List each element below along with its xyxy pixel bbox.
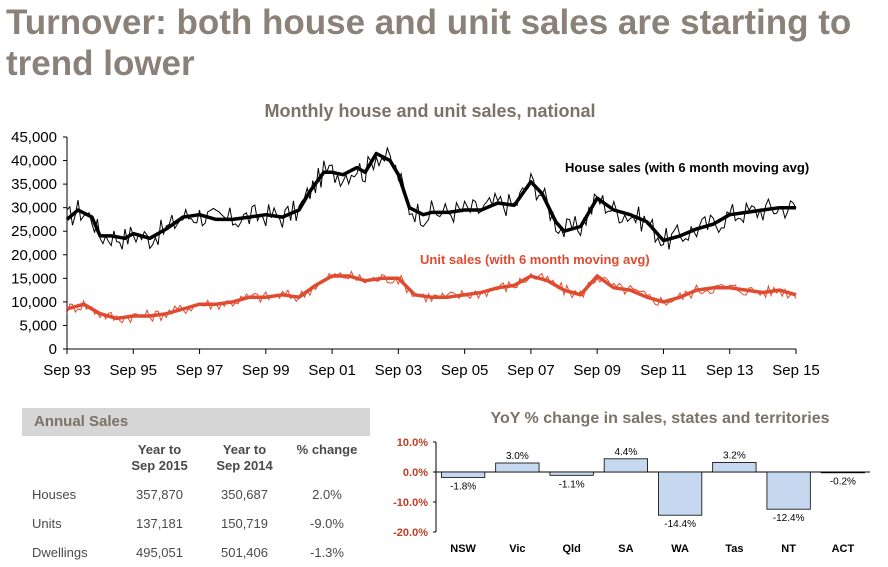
- x-tick-label: Sep 13: [706, 362, 754, 379]
- bar-data-label: -14.4%: [664, 519, 696, 530]
- row-label: Dwellings: [22, 538, 117, 567]
- bar-category-label: WA: [671, 543, 689, 555]
- bar-nt: [767, 472, 810, 509]
- y-tick-label: 10,000: [11, 294, 57, 311]
- row-label: Units: [22, 509, 117, 538]
- bar-category-label: ACT: [832, 543, 855, 555]
- bar-data-label: 3.0%: [506, 451, 529, 462]
- x-tick-label: Sep 95: [109, 362, 157, 379]
- y-tick-label: 40,000: [11, 153, 57, 170]
- bar-category-label: SA: [618, 543, 633, 555]
- y-tick-label: 20,000: [11, 247, 57, 264]
- sales-line-chart: 0 5,000 10,000 15,000 20,000 25,000 30,000 35,0…: [0, 124, 888, 386]
- y-tick-label: 10.0%: [397, 437, 428, 449]
- table-row: Dwellings 495,051 501,406 -1.3%: [22, 538, 367, 567]
- bar-category-label: Qld: [562, 543, 580, 555]
- table-cell: -1.3%: [287, 538, 367, 567]
- x-tick-label: Sep 01: [308, 362, 356, 379]
- y-tick-label: 0.0%: [403, 467, 428, 479]
- bar-data-label: -1.1%: [559, 479, 585, 490]
- table-row: Houses 357,870 350,687 2.0%: [22, 480, 367, 509]
- y-tick-label: 0: [49, 341, 57, 358]
- table-cell: 357,870: [117, 480, 202, 509]
- table-cell: 150,719: [202, 509, 287, 538]
- bar-tas: [713, 462, 756, 472]
- table-cell: 350,687: [202, 480, 287, 509]
- y-tick-label: 35,000: [11, 176, 57, 193]
- y-tick-label: 45,000: [11, 129, 57, 146]
- y-tick-label: 15,000: [11, 270, 57, 287]
- y-tick-label: 25,000: [11, 223, 57, 240]
- table-cell: -9.0%: [287, 509, 367, 538]
- bar-category-label: Vic: [509, 543, 525, 555]
- bar-data-label: 4.4%: [614, 447, 637, 458]
- bar-wa: [658, 472, 701, 515]
- line-chart-title: Monthly house and unit sales, national: [0, 101, 860, 122]
- bar-qld: [550, 472, 593, 475]
- x-tick-label: Sep 93: [43, 362, 91, 379]
- y-tick-label: -20.0%: [393, 527, 428, 539]
- house-series-label: House sales (with 6 month moving avg): [565, 160, 809, 175]
- bar-vic: [496, 463, 539, 472]
- x-tick-label: Sep 05: [441, 362, 489, 379]
- x-tick-label: Sep 99: [242, 362, 290, 379]
- table-cell: 137,181: [117, 509, 202, 538]
- bar-data-label: 3.2%: [723, 450, 746, 461]
- bar-data-label: -1.8%: [450, 481, 476, 492]
- annual-sales-title: Annual Sales: [22, 408, 370, 436]
- y-tick-label: 30,000: [11, 200, 57, 217]
- row-label: Houses: [22, 480, 117, 509]
- x-tick-label: Sep 09: [573, 362, 621, 379]
- x-tick-label: Sep 15: [772, 362, 820, 379]
- unit-series-label: Unit sales (with 6 month moving avg): [420, 252, 650, 267]
- bar-category-label: NT: [781, 543, 796, 555]
- x-tick-label: Sep 11: [640, 362, 686, 379]
- bar-data-label: -12.4%: [773, 513, 805, 524]
- bar-nsw: [441, 472, 484, 477]
- bar-sa: [604, 459, 647, 472]
- table-row: Units 137,181 150,719 -9.0%: [22, 509, 367, 538]
- bar-category-label: Tas: [725, 543, 743, 555]
- table-cell: 501,406: [202, 538, 287, 567]
- header-cell: [22, 442, 117, 480]
- state-yoy-bar-chart: 10.0% 0.0% -10.0% -20.0% -1.8% NSW 3.0% Vic -1.1…: [380, 430, 880, 560]
- table-cell: 2.0%: [287, 480, 367, 509]
- table-cell: 495,051: [117, 538, 202, 567]
- bar-chart-title: YoY % change in sales, states and territ…: [440, 410, 880, 428]
- x-tick-label: Sep 97: [176, 362, 224, 379]
- bar-act: [821, 472, 864, 473]
- x-tick-label: Sep 07: [507, 362, 555, 379]
- header-cell: % change: [287, 442, 367, 480]
- page-headline: Turnover: both house and unit sales are …: [6, 2, 882, 84]
- y-tick-label: 5,000: [19, 317, 57, 334]
- bar-data-label: -0.2%: [830, 477, 856, 488]
- bar-category-label: NSW: [450, 543, 476, 555]
- x-tick-label: Sep 03: [375, 362, 423, 379]
- y-tick-label: -10.0%: [393, 497, 428, 509]
